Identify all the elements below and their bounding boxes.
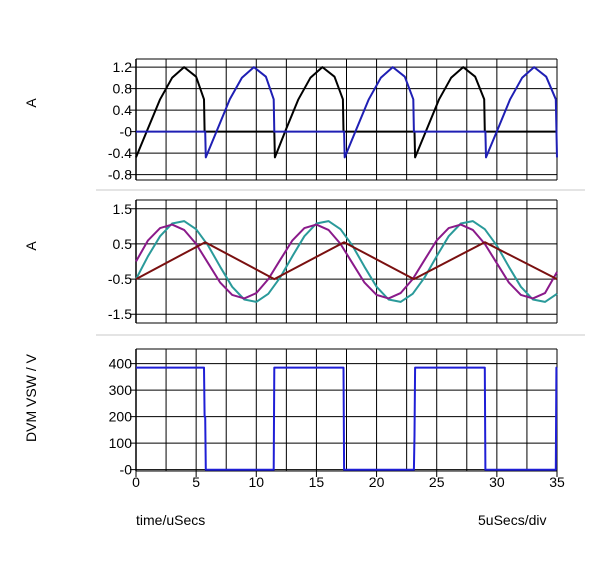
panel-1-ytick-label: -0 [120,124,133,140]
panel-3-xtick-label: 20 [369,474,385,490]
panel-3-ytick-label: 300 [109,382,133,398]
panel-3-xtick-label: 5 [192,474,200,490]
panel-3-xtick-label: 25 [429,474,445,490]
panel-2-ytick-label: 1.5 [113,201,133,217]
panel-3-xtick-label: 30 [489,474,505,490]
panel-1-ytick-label: 1.2 [113,59,133,75]
panel-2-y-axis-label: A [23,241,39,251]
panel-3-ytick-label: 200 [109,409,133,425]
panel-3-xtick-label: 0 [132,474,140,490]
panel-3-series-1-line [136,366,558,471]
panel-2-series-3-line [135,241,558,281]
panel-3-xtick-label: 35 [549,474,565,490]
panel-1-y-axis-label: A [23,98,39,108]
panel-2-ytick-label: -1.5 [108,306,132,322]
panel-2-series-2-line [135,223,558,300]
panel-1-ytick-label: -0.4 [108,145,132,161]
x-axis-label: time/uSecs [136,512,206,528]
panel-2-ytick-label: -0.5 [108,271,132,287]
panel-3-xtick-label: 15 [309,474,325,490]
panel-3-ytick-label: -0 [120,462,133,478]
time-division-label: 5uSecs/div [478,512,547,528]
panel-2-ytick-label: 0.5 [113,236,133,252]
panel-1-series-2-line [136,66,558,159]
panel-1-ytick-label: 0.4 [113,102,133,118]
panel-3-ytick-label: 400 [109,356,133,372]
panel-3-ytick-label: 100 [109,435,133,451]
panel-1-ytick-label: -0.8 [108,167,132,183]
panel-3-y-axis-label: DVM VSW / V [23,353,39,442]
panel-3-xtick-label: 10 [248,474,264,490]
panel-1-series-1-line [135,66,557,159]
panel-1-ytick-label: 0.8 [113,81,133,97]
